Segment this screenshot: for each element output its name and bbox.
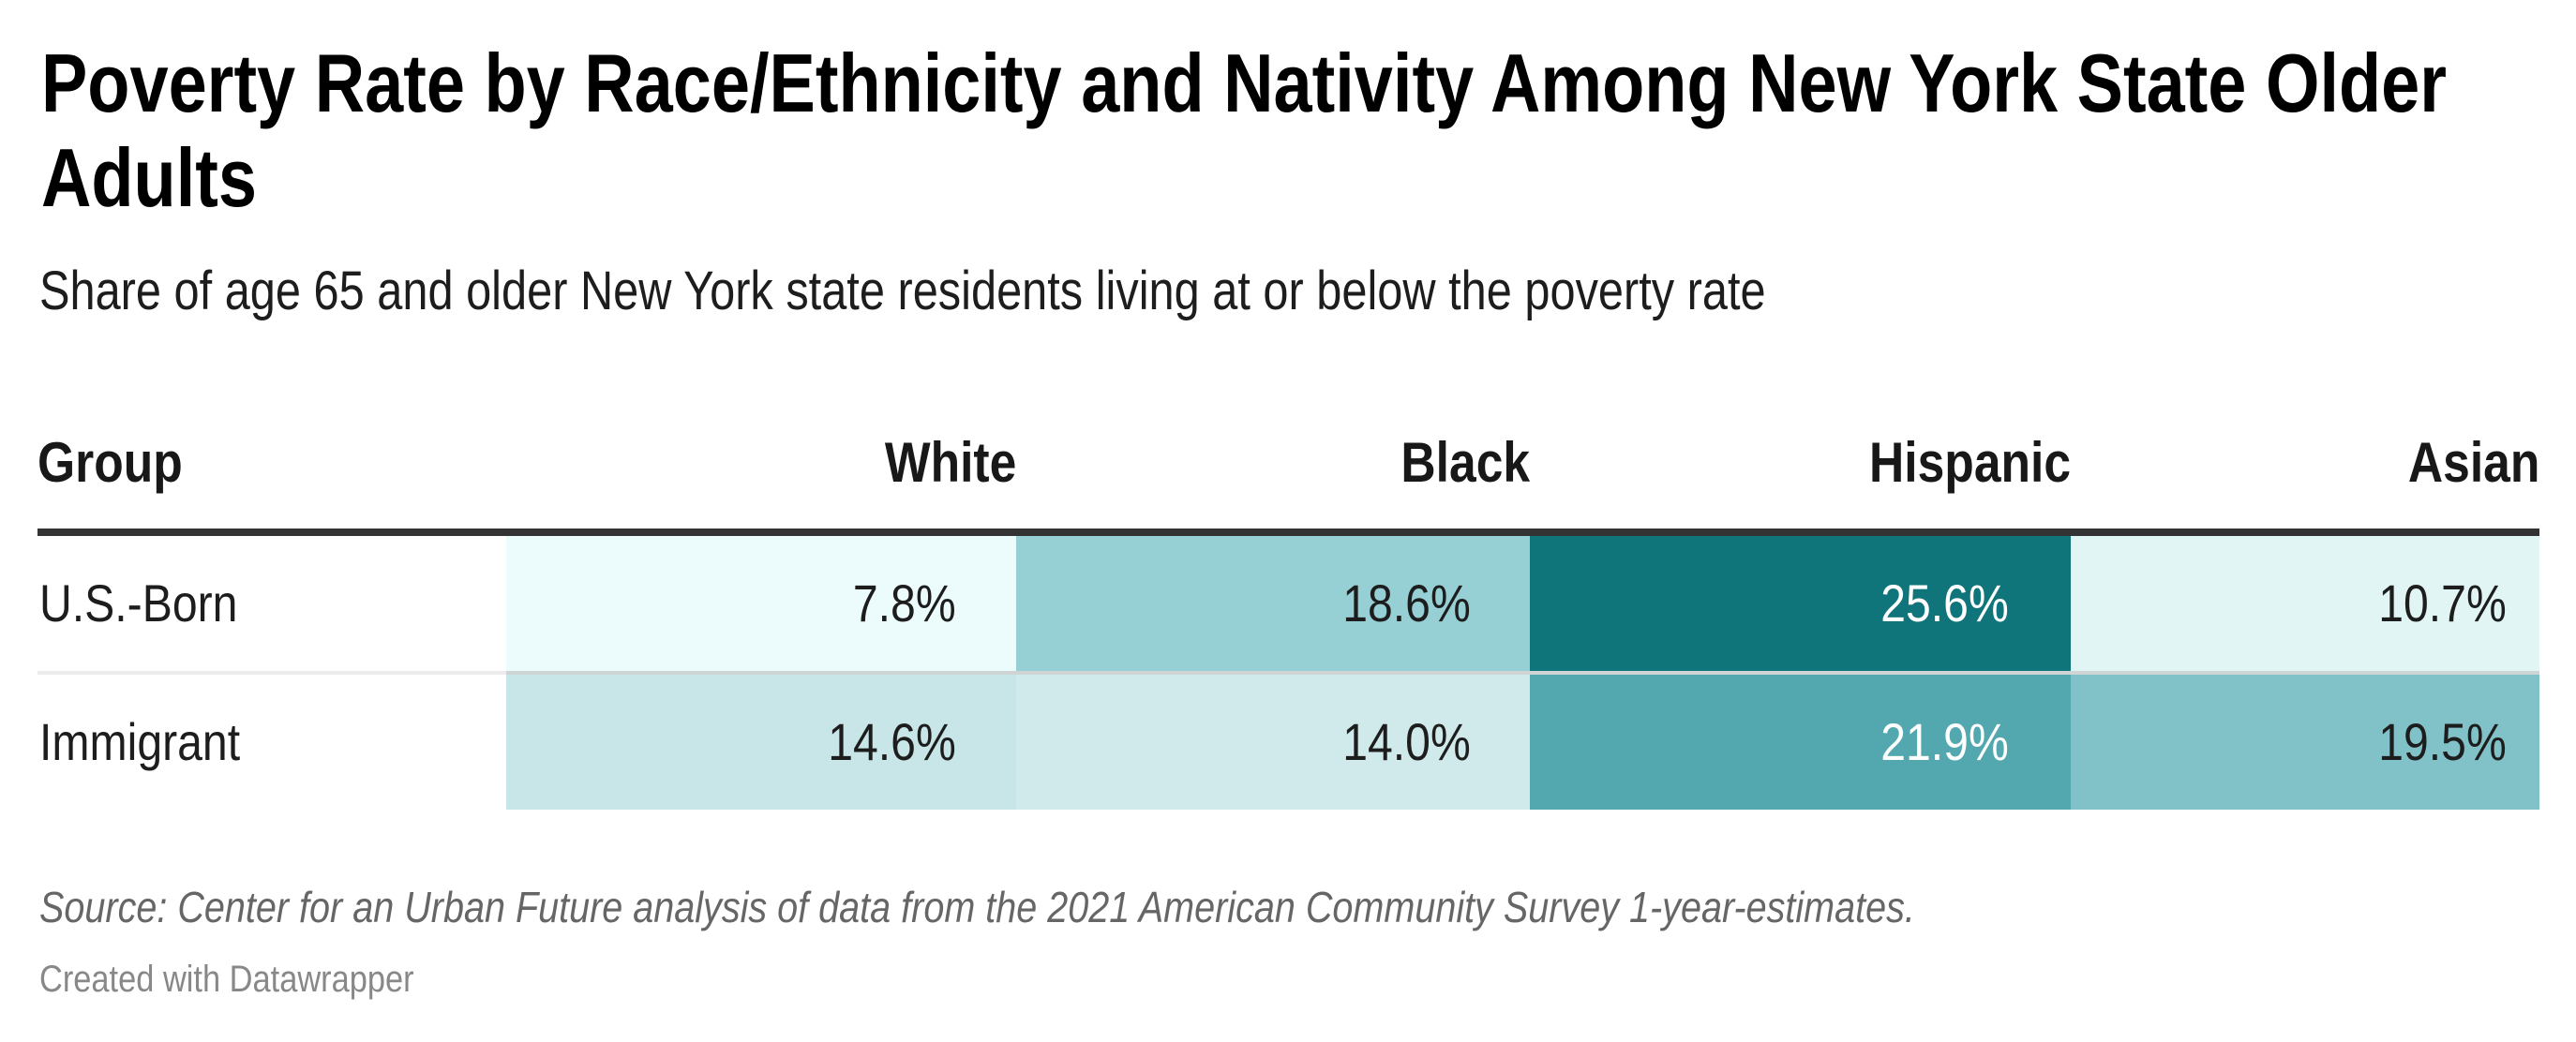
column-header-hispanic[interactable]: Hispanic [1530, 424, 2133, 528]
column-header-label: Group [37, 431, 183, 494]
table-row: U.S.-Born 7.8% 18.6% 25.6% 10.7% [37, 536, 2539, 671]
column-header-asian[interactable]: Asian [2071, 424, 2572, 528]
column-header-label: Asian [2407, 431, 2539, 494]
value-cell-asian: 19.5% [2071, 675, 2539, 810]
value-label: 19.5% [2378, 712, 2507, 771]
column-header-label: Black [1400, 431, 1530, 494]
chart-title: Poverty Rate by Race/Ethnicity and Nativ… [41, 36, 2576, 225]
value-label: 14.6% [828, 712, 956, 771]
column-header-label: White [884, 431, 1016, 494]
header-rule [37, 528, 2539, 536]
value-cell-black: 14.0% [1016, 675, 1530, 810]
chart-title-text: Poverty Rate by Race/Ethnicity and Nativ… [41, 37, 2448, 224]
separator-cell-shade [1530, 671, 2071, 675]
value-cell-black: 18.6% [1016, 536, 1530, 671]
data-table: Group White Black Hispanic Asian U.S.-Bo… [37, 424, 2539, 810]
row-label-text: U.S.-Born [39, 573, 238, 633]
value-cell-white: 14.6% [506, 675, 1016, 810]
value-label: 14.0% [1342, 712, 1471, 771]
value-label: 21.9% [1880, 712, 2009, 771]
table-row: Immigrant 14.6% 14.0% 21.9% 19.5% [37, 675, 2539, 810]
separator-cell-shade [2071, 671, 2539, 675]
datawrapper-credit[interactable]: Created with Datawrapper [39, 959, 414, 1000]
value-cell-hispanic: 21.9% [1530, 675, 2071, 810]
value-cell-white: 7.8% [506, 536, 1016, 671]
table-header: Group White Black Hispanic Asian [37, 424, 2539, 536]
value-label: 10.7% [2378, 573, 2507, 633]
row-label-text: Immigrant [39, 712, 241, 771]
row-label: U.S.-Born [37, 536, 506, 671]
column-header-label: Hispanic [1868, 431, 2071, 494]
column-header-white[interactable]: White [506, 424, 1076, 528]
column-header-group[interactable]: Group [37, 424, 506, 528]
row-label: Immigrant [37, 675, 506, 810]
value-label: 18.6% [1342, 573, 1471, 633]
chart-subtitle: Share of age 65 and older New York state… [39, 260, 1766, 321]
separator-cell-shade [1016, 671, 1530, 675]
value-cell-hispanic: 25.6% [1530, 536, 2071, 671]
column-header-black[interactable]: Black [1016, 424, 1589, 528]
value-label: 7.8% [853, 573, 956, 633]
value-cell-asian: 10.7% [2071, 536, 2539, 671]
separator-cell-shade [506, 671, 1016, 675]
source-note: Source: Center for an Urban Future analy… [39, 883, 1915, 931]
value-label: 25.6% [1880, 573, 2009, 633]
row-separator [37, 671, 2539, 675]
table-body: U.S.-Born 7.8% 18.6% 25.6% 10.7% Immigrant 14.… [37, 536, 2539, 810]
